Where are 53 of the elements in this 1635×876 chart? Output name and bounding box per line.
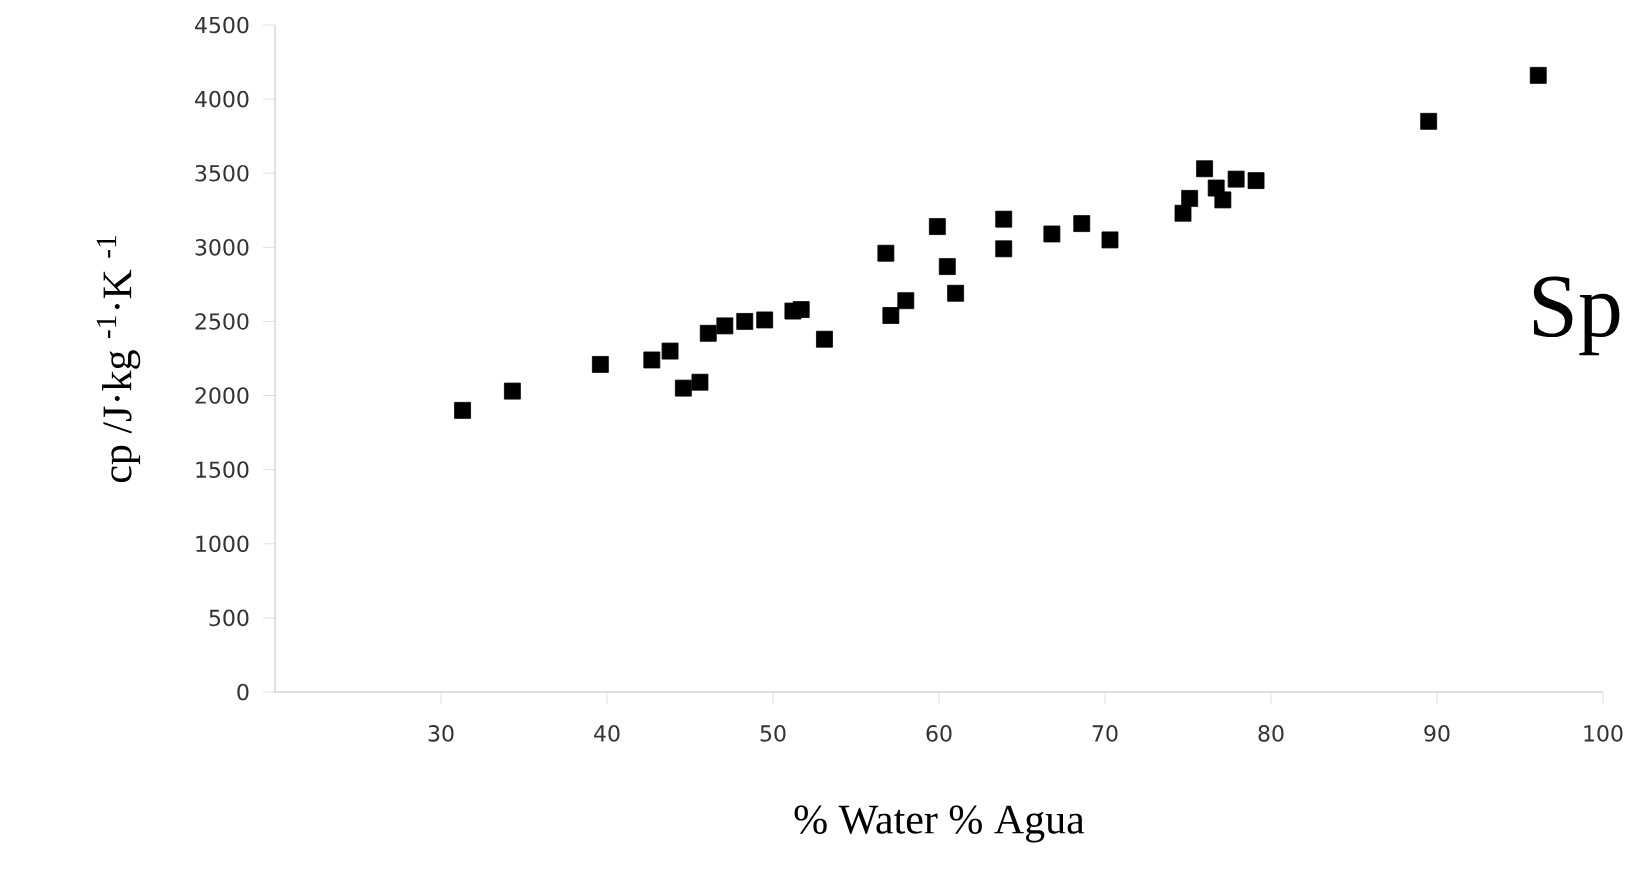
point: [1043, 225, 1061, 243]
point: [454, 401, 471, 419]
y-tick-label: 1000: [196, 535, 249, 553]
point: [816, 330, 833, 348]
y-tick-label: 0: [237, 683, 249, 701]
y-tick-label: 500: [209, 609, 249, 627]
point: [1174, 204, 1192, 222]
point: [1529, 66, 1547, 84]
y-tick-label: 2000: [195, 387, 249, 404]
point: [1181, 190, 1199, 207]
x-tick-label: 100: [1584, 725, 1623, 742]
x-tick-label: 90: [1424, 725, 1450, 742]
point: [1196, 160, 1213, 178]
y-tick-label: 4500: [195, 16, 249, 34]
y-tick-label: 2500: [195, 313, 249, 330]
y-tick-label: 3500: [195, 164, 249, 182]
y-tick-label: 4000: [195, 90, 249, 108]
point: [1420, 112, 1438, 130]
y-tick-label: 3000: [195, 239, 249, 256]
point: [736, 313, 754, 330]
point: [882, 307, 900, 324]
x-tick-label: 40: [594, 725, 620, 742]
point: [928, 218, 946, 235]
point: [877, 244, 895, 262]
y-axis-title: cp /J·kg $^{-1}$·K $^{-1}$: [96, 236, 141, 483]
y-tick-label: 1500: [196, 461, 249, 478]
point: [995, 240, 1013, 258]
x-tick-label: 50: [760, 725, 786, 742]
point: [643, 351, 661, 369]
x-tick-label: 70: [1092, 725, 1118, 742]
x-tick-label: 60: [926, 725, 952, 742]
point: [1214, 191, 1232, 209]
point: [674, 379, 692, 397]
x-tick-label: 80: [1258, 725, 1284, 742]
point: [756, 311, 774, 329]
point: [897, 292, 915, 310]
point: [792, 301, 810, 318]
point: [1101, 231, 1119, 249]
point: [938, 258, 956, 275]
point: [716, 317, 734, 335]
point: [1073, 215, 1091, 233]
point: [995, 210, 1013, 228]
point: [503, 382, 521, 400]
point: [699, 324, 717, 342]
point: [691, 373, 709, 391]
point: [661, 342, 679, 360]
point: [1247, 172, 1265, 190]
point: [591, 356, 609, 373]
x-axis-title: % Water % Agua: [794, 805, 1085, 843]
point: [1227, 170, 1245, 188]
point: [947, 284, 964, 302]
x-tick-label: 30: [428, 725, 454, 742]
annotation: Sp: [1533, 276, 1620, 356]
